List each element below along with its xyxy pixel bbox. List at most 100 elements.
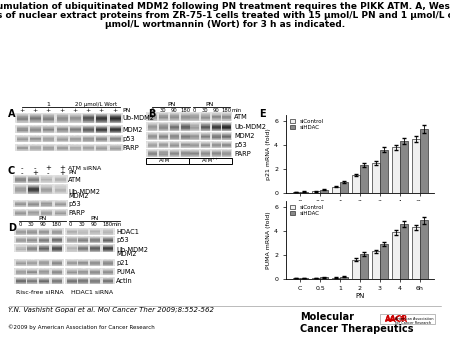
Bar xyxy=(312,278,320,279)
Text: +: + xyxy=(86,107,90,113)
Text: B: B xyxy=(148,109,155,119)
Text: Ub-MDM2: Ub-MDM2 xyxy=(116,247,148,253)
Text: p53: p53 xyxy=(234,142,247,148)
Text: 0: 0 xyxy=(68,222,72,227)
Legend: siControl, siHDAC: siControl, siHDAC xyxy=(288,118,325,131)
Bar xyxy=(300,278,308,279)
Bar xyxy=(320,190,328,193)
Bar xyxy=(373,251,380,279)
Text: ATM siRNA: ATM siRNA xyxy=(68,166,101,170)
Text: ATM: ATM xyxy=(234,114,248,120)
Text: +: + xyxy=(45,165,51,171)
Text: MDM2: MDM2 xyxy=(122,126,143,132)
Text: Accumulation of ubiquitinated MDM2 following PN treatment requires the PIKK ATM.: Accumulation of ubiquitinated MDM2 follo… xyxy=(0,2,450,11)
Text: Risc-free siRNA: Risc-free siRNA xyxy=(16,290,64,294)
Bar xyxy=(340,277,347,279)
Text: +: + xyxy=(19,107,25,113)
Bar xyxy=(300,192,308,193)
Bar xyxy=(312,191,320,193)
Text: +: + xyxy=(59,107,65,113)
Text: -: - xyxy=(21,170,23,176)
Text: 180: 180 xyxy=(180,107,190,113)
Text: -: - xyxy=(34,165,36,171)
Text: 0: 0 xyxy=(192,107,196,113)
Text: -: - xyxy=(47,170,49,176)
Text: +: + xyxy=(59,165,65,171)
Bar xyxy=(320,277,328,279)
Bar xyxy=(292,278,300,279)
Text: 0: 0 xyxy=(18,222,22,227)
Bar xyxy=(400,141,408,193)
Text: +: + xyxy=(59,170,65,176)
Text: +: + xyxy=(32,107,38,113)
Text: AACR: AACR xyxy=(385,314,408,323)
Bar xyxy=(333,277,340,279)
Text: blots of nuclear extract proteins from ZR-75-1 cells treated with 15 μmol/L PN a: blots of nuclear extract proteins from Z… xyxy=(0,11,450,20)
Text: 90: 90 xyxy=(171,107,177,113)
Text: +: + xyxy=(112,107,117,113)
Legend: siControl, siHDAC: siControl, siHDAC xyxy=(288,204,325,217)
Bar xyxy=(360,254,368,279)
Text: min: min xyxy=(231,107,241,113)
Bar xyxy=(392,147,400,193)
Bar xyxy=(380,150,387,193)
Text: MDM2: MDM2 xyxy=(234,134,255,140)
Y-axis label: PUMA mRNA (fold): PUMA mRNA (fold) xyxy=(266,211,271,269)
X-axis label: PN: PN xyxy=(356,207,364,213)
Text: p53: p53 xyxy=(116,237,129,243)
Text: min: min xyxy=(112,222,122,227)
Text: PN: PN xyxy=(39,216,47,221)
Text: PARP: PARP xyxy=(234,150,251,156)
Text: ATM⁺⁺: ATM⁺⁺ xyxy=(202,159,219,164)
Bar xyxy=(352,260,360,279)
Bar xyxy=(412,139,420,193)
Text: +: + xyxy=(45,107,50,113)
Text: D: D xyxy=(8,223,16,233)
Text: HDAC1: HDAC1 xyxy=(116,229,139,235)
Y-axis label: p21 mRNA (fold): p21 mRNA (fold) xyxy=(266,128,271,180)
Bar xyxy=(400,224,408,279)
Text: MDM2: MDM2 xyxy=(68,193,89,199)
Text: American Association
for Cancer Research: American Association for Cancer Research xyxy=(395,317,433,325)
Text: ©2009 by American Association for Cancer Research: ©2009 by American Association for Cancer… xyxy=(8,324,155,330)
Text: ATM⁻⁻: ATM⁻⁻ xyxy=(159,159,176,164)
Bar xyxy=(146,158,189,164)
Text: 90: 90 xyxy=(90,222,97,227)
Text: PARP: PARP xyxy=(122,145,139,151)
Text: +: + xyxy=(32,170,38,176)
Text: PUMA: PUMA xyxy=(116,269,135,275)
Text: 20 μmol/L Wort: 20 μmol/L Wort xyxy=(75,102,117,107)
Text: +: + xyxy=(99,107,104,113)
Text: 30: 30 xyxy=(202,107,208,113)
Text: Ub-MDM2: Ub-MDM2 xyxy=(68,189,100,195)
Text: E: E xyxy=(259,109,266,119)
Text: +: + xyxy=(72,107,77,113)
Text: 90: 90 xyxy=(40,222,46,227)
Text: C: C xyxy=(8,166,15,176)
Text: Molecular
Cancer Therapeutics: Molecular Cancer Therapeutics xyxy=(300,312,414,334)
Bar xyxy=(420,129,428,193)
Text: 90: 90 xyxy=(212,107,220,113)
Text: p53: p53 xyxy=(68,201,81,207)
Text: HDAC1 siRNA: HDAC1 siRNA xyxy=(71,290,113,294)
Text: Ub-MDM2: Ub-MDM2 xyxy=(234,124,266,130)
Text: Actin: Actin xyxy=(116,278,133,284)
Text: PN: PN xyxy=(122,107,130,113)
X-axis label: PN: PN xyxy=(356,293,364,299)
Bar xyxy=(380,244,387,279)
Text: 180: 180 xyxy=(51,222,61,227)
Bar xyxy=(380,314,435,324)
Bar xyxy=(340,182,347,193)
Text: AACR: AACR xyxy=(385,316,406,322)
Bar xyxy=(392,232,400,279)
Text: 180: 180 xyxy=(221,107,231,113)
Text: PN: PN xyxy=(168,102,176,107)
Text: PN: PN xyxy=(206,102,214,107)
Bar xyxy=(373,163,380,193)
Text: PN: PN xyxy=(68,170,77,175)
Text: PARP: PARP xyxy=(68,210,85,216)
Bar xyxy=(333,187,340,193)
Text: 30: 30 xyxy=(28,222,34,227)
Bar xyxy=(352,175,360,193)
Text: Y.N. Vashisht Gopal et al. Mol Cancer Ther 2009;8:552-562: Y.N. Vashisht Gopal et al. Mol Cancer Th… xyxy=(8,307,214,313)
